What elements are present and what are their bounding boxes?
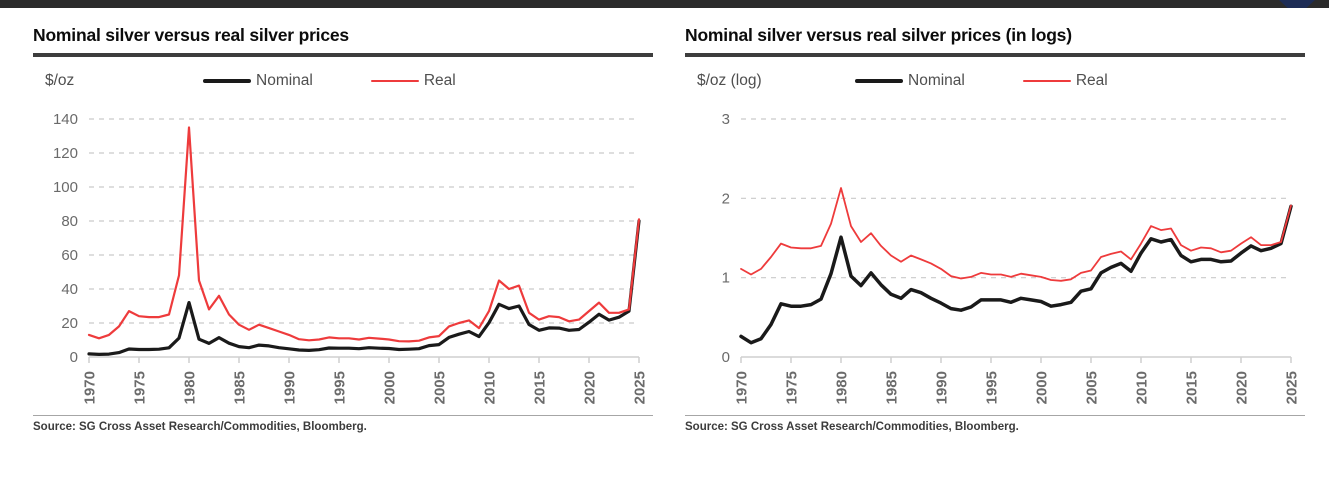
y-tick-label: 3 (722, 111, 730, 128)
series-nominal-line (87, 219, 641, 356)
x-tick-label: 2015 (532, 371, 549, 404)
series-nominal-line (739, 204, 1293, 345)
legend: $/oz (log) Nominal Real (685, 63, 1305, 99)
x-tick-label: 2000 (382, 371, 399, 404)
x-tick-label: 1995 (332, 371, 349, 404)
source-note: Source: SG Cross Asset Research/Commodit… (685, 415, 1305, 433)
y-tick-label: 1 (722, 270, 730, 287)
y-tick-label: 60 (61, 247, 78, 264)
source-note: Source: SG Cross Asset Research/Commodit… (33, 415, 653, 433)
y-axis-unit-label: $/oz (log) (697, 72, 762, 89)
chart-panel-nominal-vs-real: Nominal silver versus real silver prices… (33, 24, 653, 433)
x-tick-label: 2005 (1084, 371, 1101, 404)
legend: $/oz Nominal Real (33, 63, 653, 99)
nominal-line-swatch (855, 79, 903, 83)
x-tick-label: 1990 (934, 371, 951, 404)
y-tick-label: 20 (61, 315, 78, 332)
x-tick-label: 2010 (482, 371, 499, 404)
legend-label: Real (1075, 72, 1108, 89)
y-tick-label: 80 (61, 213, 78, 230)
y-tick-label: 120 (53, 145, 78, 162)
charts-container: Nominal silver versus real silver prices… (0, 8, 1329, 433)
x-tick-label: 2010 (1134, 371, 1151, 404)
title-underline (685, 53, 1305, 57)
y-tick-label: 40 (61, 281, 78, 298)
x-tick-label: 1995 (984, 371, 1001, 404)
line-chart-svg: 0 20 40 60 80 100 120 140 1970 1975 1980 1985 1990 19… (53, 111, 649, 404)
chart-title: Nominal silver versus real silver prices… (685, 25, 1072, 45)
y-tick-label: 100 (53, 179, 78, 196)
x-tick-label: 2015 (1184, 371, 1201, 404)
legend-label: Nominal (908, 72, 965, 89)
legend-item-nominal: Nominal (203, 72, 313, 90)
top-bar (0, 0, 1329, 8)
x-tick-label: 1975 (784, 371, 801, 404)
x-tick-label: 2025 (632, 371, 649, 404)
series-real-line (740, 187, 1292, 282)
real-line-swatch (1022, 79, 1071, 83)
x-tick-label: 2025 (1284, 371, 1301, 404)
title-underline (33, 53, 653, 57)
chart-panel-nominal-vs-real-logs: Nominal silver versus real silver prices… (685, 24, 1305, 433)
legend-item-real: Real (1022, 72, 1108, 90)
chart-title: Nominal silver versus real silver prices (33, 25, 349, 45)
y-tick-label: 2 (722, 190, 730, 207)
x-tick-label: 2020 (1234, 371, 1251, 404)
y-axis-unit-label: $/oz (45, 72, 75, 89)
legend-item-nominal: Nominal (855, 72, 965, 90)
x-tick-label: 1980 (834, 371, 851, 404)
y-tick-label: 0 (722, 349, 730, 366)
series-real-line (87, 126, 641, 343)
x-tick-label: 1970 (82, 371, 99, 404)
x-tick-label: 2000 (1034, 371, 1051, 404)
legend-label: Nominal (256, 72, 313, 89)
y-tick-label: 0 (70, 349, 78, 366)
top-bar-accent-wedge (1279, 0, 1315, 8)
x-tick-label: 1990 (282, 371, 299, 404)
x-tick-label: 2005 (432, 371, 449, 404)
y-tick-label: 140 (53, 111, 78, 128)
line-chart-svg: 0 1 2 3 1970 1975 1980 1985 1990 1995 2000 2005 2010… (722, 111, 1301, 404)
x-tick-label: 1975 (132, 371, 149, 404)
legend-label: Real (423, 72, 456, 89)
real-line-swatch (370, 79, 419, 83)
legend-item-real: Real (370, 72, 456, 90)
nominal-line-swatch (203, 79, 251, 83)
x-tick-label: 1985 (884, 371, 901, 404)
x-tick-label: 2020 (582, 371, 599, 404)
x-tick-label: 1985 (232, 371, 249, 404)
x-tick-label: 1970 (734, 371, 751, 404)
x-tick-label: 1980 (182, 371, 199, 404)
